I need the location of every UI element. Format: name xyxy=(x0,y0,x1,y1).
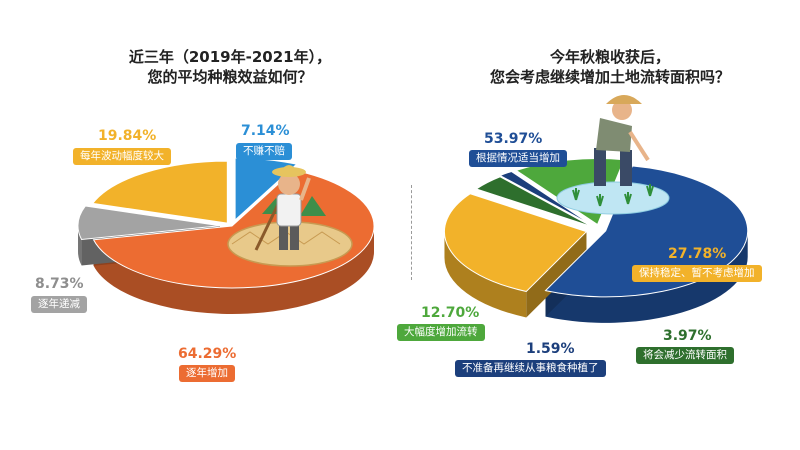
pie-slice-2 xyxy=(77,205,221,241)
pie-slice-side xyxy=(93,226,374,314)
pie-slice-2 xyxy=(475,176,593,228)
right-label-value-moderate: 53.97% xyxy=(484,131,543,147)
pie-slice-side xyxy=(545,230,748,323)
right-label-tag-reduce: 将会减少流转面积 xyxy=(636,347,734,364)
left-label-value-increase: 64.29% xyxy=(178,346,237,362)
right-chart-title: 今年秋粮收获后， 您会考虑继续增加土地流转面积吗？ xyxy=(489,48,730,86)
pie-slice-1 xyxy=(443,193,588,293)
pie-slice-3 xyxy=(91,160,228,224)
divider-line xyxy=(411,185,412,280)
right-label-value-quit: 1.59% xyxy=(526,341,575,357)
left-label-tag-fluctuate: 每年波动幅度较大 xyxy=(73,148,171,165)
pie-slice-edge xyxy=(526,231,587,318)
left-label-value-decrease: 8.73% xyxy=(35,276,84,292)
left-label-tag-decrease: 逐年递减 xyxy=(31,296,87,313)
right-label-tag-quit: 不准备再继续从事粮食种植了 xyxy=(455,360,606,377)
pie-slice-side xyxy=(444,231,527,318)
left-label-value-unchanged: 7.14% xyxy=(241,123,290,139)
left-label-tag-increase: 逐年增加 xyxy=(179,365,235,382)
pie-slice-side xyxy=(78,225,82,266)
pie-slice-3 xyxy=(498,170,593,227)
left-label-tag-unchanged: 不赚不赔 xyxy=(236,143,292,160)
right-label-tag-large-increase: 大幅度增加流转 xyxy=(397,324,485,341)
right-label-value-reduce: 3.97% xyxy=(663,328,712,344)
right-label-tag-stable: 保持稳定、暂不考虑增加 xyxy=(632,265,762,282)
right-label-value-large-increase: 12.70% xyxy=(421,305,480,321)
left-chart-title: 近三年（2019年-2021年）， 您的平均种粮效益如何？ xyxy=(128,48,332,86)
right-label-value-stable: 27.78% xyxy=(668,246,727,262)
left-label-value-fluctuate: 19.84% xyxy=(98,128,157,144)
pie-slice-0 xyxy=(544,165,749,298)
right-label-tag-moderate: 根据情况适当增加 xyxy=(469,150,567,167)
